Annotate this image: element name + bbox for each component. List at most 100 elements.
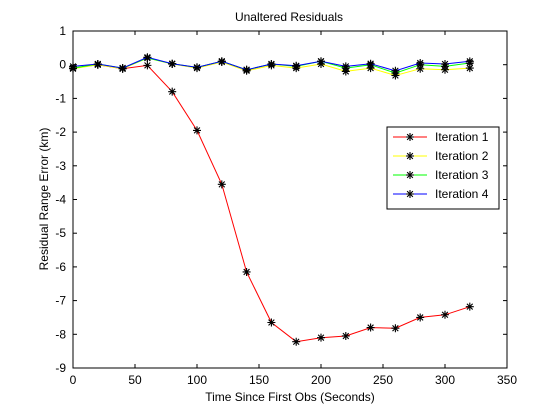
data-point: [93, 60, 102, 69]
data-point: [341, 62, 350, 71]
data-point-marker: [267, 318, 276, 327]
data-point-marker: [242, 267, 251, 276]
data-point: [366, 323, 375, 332]
series-iteration-4: [69, 53, 474, 75]
data-point: [416, 313, 425, 322]
data-point: [193, 126, 201, 135]
data-point-marker: [416, 313, 425, 322]
data-point: [118, 64, 127, 73]
data-point-marker: [69, 62, 77, 71]
y-tick-label: -6: [55, 260, 66, 274]
x-tick-label: 250: [373, 373, 393, 387]
data-point: [292, 61, 301, 70]
data-point: [242, 65, 251, 74]
data-point: [465, 57, 474, 66]
data-point: [465, 302, 474, 311]
data-point-marker: [118, 64, 127, 73]
x-axis-label: Time Since First Obs (Seconds): [205, 390, 375, 404]
data-point-marker: [292, 337, 301, 346]
data-point: [217, 57, 226, 66]
data-point-marker: [406, 133, 414, 141]
y-tick-label: -3: [55, 159, 66, 173]
data-point: [292, 337, 301, 346]
data-point-marker: [341, 331, 350, 340]
data-point-marker: [242, 65, 251, 74]
y-tick-label: -8: [55, 327, 66, 341]
data-point-marker: [217, 57, 226, 66]
data-point: [193, 63, 201, 72]
data-point-marker: [465, 64, 474, 73]
x-tick-label: 150: [249, 373, 269, 387]
data-point: [341, 331, 350, 340]
data-point-marker: [441, 60, 449, 69]
legend-item: Iteration 3: [393, 168, 489, 182]
data-point-marker: [143, 61, 152, 70]
x-tick-label: 300: [435, 373, 455, 387]
data-point-marker: [317, 57, 325, 66]
data-point-marker: [465, 57, 474, 66]
y-tick-label: -4: [55, 193, 66, 207]
data-point-marker: [366, 59, 375, 68]
data-point-marker: [406, 152, 414, 160]
data-point: [143, 53, 152, 62]
data-point-marker: [406, 171, 414, 179]
data-point-marker: [143, 53, 152, 62]
y-tick-label: -5: [55, 226, 66, 240]
data-point: [143, 61, 152, 70]
legend-label: Iteration 2: [435, 149, 489, 163]
legend-item: Iteration 1: [393, 130, 489, 144]
data-point: [391, 66, 400, 75]
axis-ticks: 0 50 100 150 200 250 300 350 1 0 -1 -2 -3 -4 -5 -6 -7 -8 -…: [55, 24, 517, 387]
y-tick-label: -2: [55, 125, 66, 139]
data-point-marker: [317, 333, 325, 342]
data-point: [168, 59, 177, 68]
chart-title: Unaltered Residuals: [235, 10, 343, 24]
data-point: [441, 310, 449, 319]
legend-marker: [406, 171, 414, 179]
data-point-marker: [193, 126, 201, 135]
y-tick-label: 0: [59, 58, 66, 72]
series-layer: [69, 53, 474, 346]
data-point: [317, 333, 325, 342]
data-point: [69, 62, 77, 71]
data-point: [267, 60, 276, 69]
data-point: [217, 180, 226, 189]
data-point-marker: [217, 180, 226, 189]
data-point: [416, 64, 425, 73]
legend-item: Iteration 2: [393, 149, 489, 163]
data-point: [441, 60, 449, 69]
y-tick-label: -1: [55, 91, 66, 105]
data-point: [168, 87, 177, 96]
data-point-marker: [292, 61, 301, 70]
data-point-marker: [193, 63, 201, 72]
data-point: [465, 64, 474, 73]
legend-marker: [406, 152, 414, 160]
y-tick-label: 1: [59, 24, 66, 38]
data-point-marker: [341, 62, 350, 71]
x-tick-label: 0: [70, 373, 77, 387]
data-point-marker: [416, 59, 425, 68]
x-tick-label: 100: [187, 373, 207, 387]
data-point: [391, 324, 400, 333]
legend-marker: [406, 133, 414, 141]
legend-marker: [406, 190, 414, 198]
legend-label: Iteration 3: [435, 168, 489, 182]
data-point-marker: [93, 60, 102, 69]
data-point-marker: [267, 60, 276, 69]
legend: Iteration 1 Iteration 2 Iteration 3 Iterati…: [386, 126, 500, 210]
legend-label: Iteration 1: [435, 130, 489, 144]
data-point-marker: [168, 59, 177, 68]
legend-item: Iteration 4: [393, 187, 489, 201]
data-point: [317, 57, 325, 66]
data-point-marker: [391, 324, 400, 333]
y-axis-label: Residual Range Error (km): [37, 128, 51, 271]
legend-box: [386, 126, 500, 210]
x-tick-label: 200: [311, 373, 331, 387]
data-point-marker: [366, 323, 375, 332]
data-point: [267, 318, 276, 327]
data-point: [416, 59, 425, 68]
data-point: [366, 59, 375, 68]
data-point-marker: [416, 64, 425, 73]
